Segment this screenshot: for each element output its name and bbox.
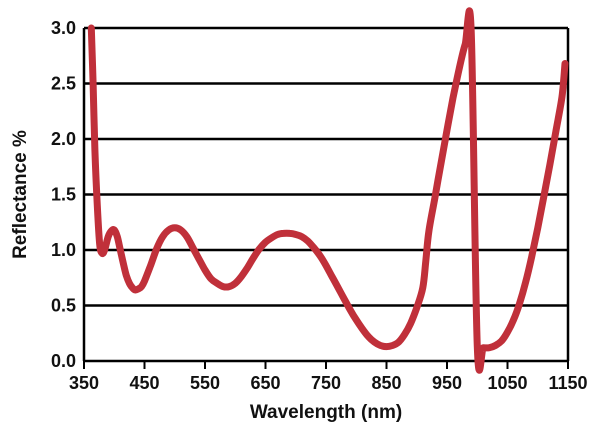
x-tick-label: 750 (311, 373, 341, 393)
y-tick-label: 0.0 (51, 351, 76, 371)
y-axis-title: Reflectance % (10, 130, 31, 259)
x-tick-label: 950 (432, 373, 462, 393)
y-tick-label: 2.5 (51, 74, 76, 94)
x-tick-label: 1150 (548, 373, 587, 393)
x-axis-ticks: 350 450 550 650 750 850 950 1050 1150 (69, 361, 588, 393)
y-tick-label: 2.0 (51, 129, 76, 149)
y-tick-label: 1.5 (51, 185, 76, 205)
series-layer (87, 7, 569, 374)
y-tick-label: 1.0 (51, 240, 76, 260)
x-tick-label: 1050 (487, 373, 527, 393)
x-axis-title: Wavelength (nm) (250, 402, 402, 423)
series-line-0 (87, 7, 569, 374)
plot-frame (82, 28, 570, 361)
x-tick-label: 550 (190, 373, 220, 393)
x-tick-label: 650 (250, 373, 280, 393)
x-tick-label: 350 (69, 373, 99, 393)
y-axis-ticks: 0.0 0.5 1.0 1.5 2.0 2.5 3.0 (51, 18, 76, 371)
y-tick-label: 3.0 (51, 18, 76, 38)
x-tick-label: 450 (129, 373, 159, 393)
y-tick-label: 0.5 (51, 296, 76, 316)
gridlines (84, 26, 568, 363)
x-tick-label: 850 (371, 373, 401, 393)
